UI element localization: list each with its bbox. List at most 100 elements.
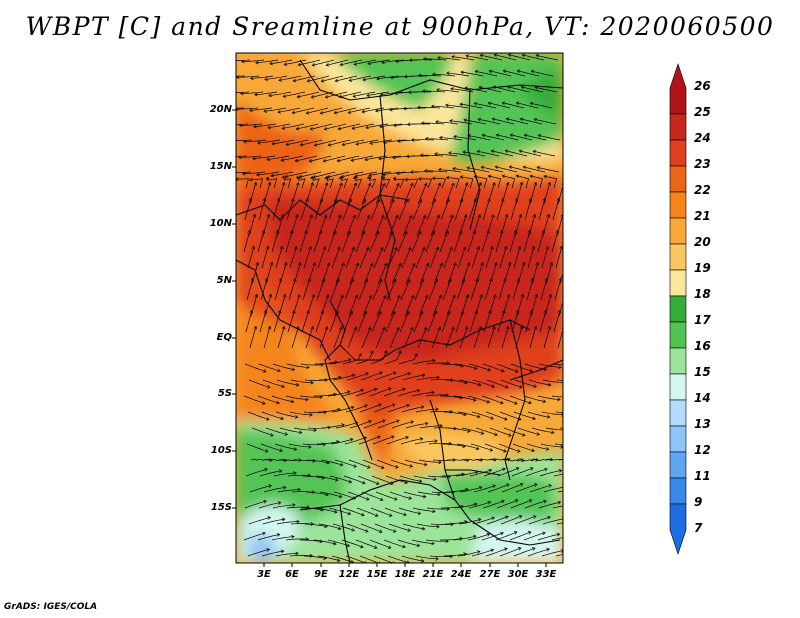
colorbar-label-21: 21: [694, 209, 711, 223]
streamline-arrow: [479, 53, 484, 58]
streamline: [276, 379, 299, 386]
streamline: [556, 379, 563, 381]
streamline: [488, 102, 511, 109]
streamline-arrow: [250, 277, 255, 282]
streamline-arrow: [292, 78, 297, 83]
streamline-arrow: [395, 171, 400, 176]
streamline-arrow: [420, 121, 425, 125]
streamline-arrow: [353, 182, 358, 187]
streamline-arrow: [419, 153, 424, 158]
streamline: [293, 427, 317, 431]
streamline-arrow: [309, 553, 314, 558]
streamline-arrow: [283, 261, 288, 266]
streamline: [250, 458, 273, 461]
streamline: [501, 326, 509, 349]
streamline: [475, 70, 498, 77]
streamline-arrow: [276, 400, 280, 405]
streamline-arrow: [351, 528, 356, 532]
streamline: [403, 491, 426, 498]
streamline: [398, 507, 421, 514]
streamline-arrow: [347, 511, 352, 516]
streamline-arrow: [318, 230, 323, 234]
streamline: [502, 102, 525, 109]
streamline-arrow: [494, 261, 498, 266]
streamline: [456, 443, 479, 450]
streamline: [287, 474, 311, 477]
streamline-arrow: [410, 326, 414, 331]
streamline-arrow: [431, 230, 436, 235]
streamline-arrow: [249, 108, 253, 113]
streamline-arrow: [501, 499, 505, 504]
streamline: [261, 411, 284, 420]
streamline: [249, 107, 273, 111]
streamline-arrow: [432, 198, 437, 203]
lon-label-15e: 15E: [366, 569, 388, 580]
streamline: [301, 310, 310, 333]
streamline-arrow: [405, 154, 410, 159]
streamline-arrow: [294, 158, 299, 163]
streamline: [482, 134, 505, 141]
streamline-arrow: [290, 197, 295, 202]
streamline-arrow: [558, 365, 562, 370]
streamline-arrow: [358, 353, 362, 357]
streamline: [421, 122, 445, 125]
streamline-arrow: [547, 515, 551, 520]
streamline-arrow: [374, 387, 378, 392]
streamline: [439, 230, 449, 253]
streamline-arrow: [577, 520, 580, 523]
streamline-arrow: [472, 230, 477, 234]
streamline-arrow: [410, 182, 414, 187]
streamline-arrow: [389, 107, 393, 112]
streamline-arrow: [375, 108, 379, 113]
streamline: [498, 278, 506, 301]
streamline: [250, 75, 274, 79]
streamline: [292, 107, 315, 114]
streamline-arrow: [459, 175, 464, 179]
streamline-arrow: [517, 547, 522, 551]
streamline-arrow: [487, 174, 492, 179]
streamline: [244, 500, 267, 509]
streamline-arrow: [324, 378, 329, 382]
streamline-arrow: [365, 529, 369, 533]
streamline-arrow: [421, 246, 426, 251]
streamline-arrow: [557, 500, 562, 505]
streamline: [496, 499, 519, 509]
streamline-arrow: [434, 439, 438, 443]
streamline: [385, 311, 396, 333]
colorbar-swatch: [669, 217, 687, 245]
streamline-arrow: [367, 326, 372, 331]
streamline-arrow: [439, 135, 443, 140]
streamline: [489, 70, 512, 77]
streamline: [537, 533, 560, 541]
streamline: [316, 278, 325, 301]
streamline: [457, 411, 480, 418]
streamline-arrow: [437, 55, 441, 60]
streamline-arrow: [239, 123, 243, 128]
streamline-arrow: [504, 213, 509, 218]
streamline: [254, 91, 278, 96]
streamline-arrow: [466, 262, 471, 266]
streamline-arrow: [500, 400, 504, 405]
streamline-arrow: [476, 149, 481, 154]
streamline-arrow: [334, 478, 339, 482]
streamline-arrow: [516, 277, 521, 282]
north-green-patch: [330, 53, 455, 110]
streamline: [265, 427, 288, 435]
streamline: [516, 458, 539, 462]
colorbar-swatch: [669, 269, 687, 297]
streamline-arrow: [332, 541, 337, 546]
streamline: [330, 278, 340, 301]
streamline-arrow: [500, 531, 504, 536]
streamline: [263, 326, 271, 349]
streamline-arrow: [489, 448, 494, 452]
streamline: [509, 230, 517, 253]
streamline-arrow: [350, 158, 355, 162]
streamline: [400, 279, 411, 301]
streamline: [445, 104, 469, 109]
streamline: [401, 555, 424, 562]
streamline-arrow: [423, 326, 428, 331]
streamline: [523, 166, 546, 173]
streamline: [362, 75, 386, 81]
streamline-arrow: [361, 109, 365, 114]
streamline-arrow: [504, 417, 508, 421]
